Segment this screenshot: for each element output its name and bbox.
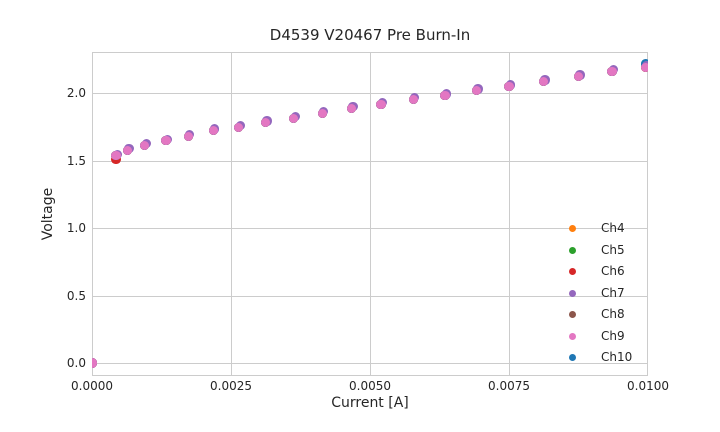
gridline-vertical [509, 52, 510, 376]
gridline-horizontal [92, 295, 648, 297]
data-point-ch9 [408, 94, 419, 104]
gridline-vertical [92, 52, 93, 376]
gridline-horizontal [92, 160, 648, 162]
data-point-ch9 [183, 131, 193, 142]
legend: Ch4 Ch5 Ch6 Ch7 Ch8 Ch9 Ch10 [565, 218, 632, 369]
data-point-ch9 [260, 118, 271, 128]
x-tick-label: 0.0075 [488, 379, 530, 393]
x-tick-label: 0.0025 [210, 379, 252, 393]
data-point-ch9 [208, 125, 218, 136]
data-point-ch9 [140, 140, 150, 150]
legend-label: Ch10 [601, 350, 633, 365]
legend-marker-ch4 [569, 225, 576, 233]
legend-label: Ch4 [601, 221, 625, 236]
data-point-ch9 [640, 62, 648, 72]
gridline-horizontal [92, 363, 648, 364]
y-axis-label: Voltage [40, 187, 56, 241]
data-point-ch9 [347, 103, 357, 114]
data-point-ch9 [504, 82, 514, 92]
data-point-ch9 [573, 72, 584, 82]
legend-marker-ch9 [569, 332, 576, 340]
x-axis-label: Current [A] [331, 395, 409, 411]
data-point-ch9 [92, 358, 97, 368]
y-tick-label: 1.5 [66, 153, 86, 168]
x-tick-label: 0.0100 [627, 379, 669, 393]
gridline-vertical [231, 52, 232, 376]
legend-item-ch4: Ch4 [565, 218, 632, 240]
legend-marker-ch6 [569, 268, 576, 276]
data-point-ch9 [234, 122, 244, 132]
x-tick-label: 0.0050 [349, 379, 391, 393]
plot-area [92, 52, 648, 376]
legend-marker-ch10 [569, 354, 576, 362]
gridline-vertical [370, 52, 371, 376]
data-point-ch9 [538, 77, 549, 87]
legend-label: Ch9 [601, 328, 625, 343]
y-tick-label: 1.0 [66, 221, 86, 235]
y-tick-label: 2.0 [66, 86, 86, 100]
legend-marker-ch8 [569, 311, 576, 319]
legend-item-ch6: Ch6 [565, 261, 632, 283]
data-point-ch9 [440, 91, 450, 101]
legend-item-ch7: Ch7 [565, 283, 632, 305]
data-point-ch9 [607, 66, 617, 77]
data-point-ch9 [289, 113, 299, 124]
gridline-horizontal [92, 228, 648, 229]
y-tick-label: 0.0 [66, 356, 86, 370]
legend-label: Ch8 [601, 307, 625, 322]
y-tick-label: 0.5 [66, 288, 86, 303]
x-tick-label: 0.0000 [71, 379, 113, 393]
legend-item-ch10: Ch10 [565, 347, 632, 369]
data-point-ch9 [472, 86, 482, 96]
data-point-ch9 [111, 151, 121, 161]
gridline-horizontal [92, 93, 648, 94]
data-point-ch9 [376, 99, 386, 109]
legend-item-ch9: Ch9 [565, 326, 632, 348]
legend-label: Ch5 [601, 242, 625, 257]
legend-marker-ch5 [569, 246, 576, 254]
data-point-ch9 [122, 145, 133, 155]
data-point-ch9 [317, 108, 327, 119]
gridline-vertical [647, 52, 648, 376]
legend-label: Ch6 [601, 264, 625, 279]
data-point-ch9 [161, 136, 171, 146]
chart-title: D4539 V20467 Pre Burn-In [269, 26, 471, 44]
legend-label: Ch7 [601, 285, 625, 300]
legend-marker-ch7 [569, 289, 576, 297]
legend-item-ch8: Ch8 [565, 304, 632, 326]
legend-item-ch5: Ch5 [565, 240, 632, 262]
